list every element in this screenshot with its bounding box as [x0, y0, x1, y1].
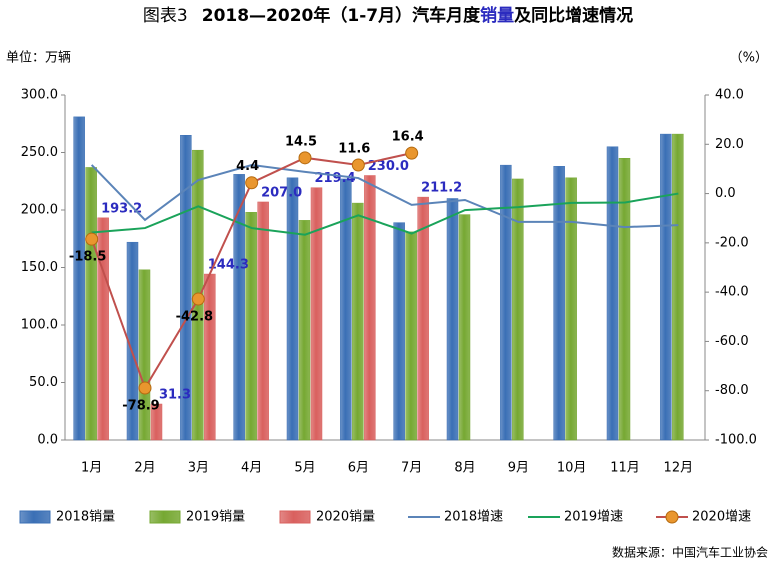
- y2-tick-label: -100.0: [715, 433, 757, 448]
- y2-tick-label: 0.0: [715, 186, 736, 201]
- x-tick-label: 8月: [454, 461, 475, 476]
- bar: [73, 116, 85, 441]
- bar: [500, 164, 512, 441]
- line: [91, 192, 679, 236]
- title-part: 及同比增速情况: [514, 5, 633, 26]
- marker: [351, 158, 365, 172]
- bar: [417, 196, 429, 441]
- bar: [340, 178, 352, 441]
- bar: [204, 273, 216, 441]
- bar: [606, 146, 619, 441]
- y-tick-label: 100.0: [21, 318, 58, 333]
- data-label: 193.2: [101, 201, 142, 216]
- data-label: 144.3: [208, 258, 249, 273]
- data-label: 14.5: [285, 134, 317, 149]
- y2-tick-label: -80.0: [715, 383, 749, 398]
- legend-label: 2018增速: [444, 510, 503, 525]
- data-label: 11.6: [338, 141, 370, 156]
- x-tick-label: 2月: [134, 461, 155, 476]
- x-tick-label: 12月: [664, 461, 694, 476]
- legend-swatch: [149, 510, 181, 524]
- bar: [233, 174, 245, 441]
- marker: [405, 146, 419, 160]
- data-label: 16.4: [392, 130, 424, 145]
- data-label: 211.2: [421, 181, 462, 196]
- x-tick-label: 7月: [401, 461, 422, 476]
- y-tick-label: 200.0: [21, 203, 58, 218]
- chart-title: 图表3 2018—2020年（1-7月）汽车月度销量及同比增速情况: [143, 5, 633, 26]
- legend-label: 2018销量: [56, 510, 115, 525]
- data-label: 230.0: [368, 159, 409, 174]
- bar: [660, 133, 672, 441]
- bar: [150, 403, 163, 441]
- bar: [458, 214, 471, 441]
- bar: [405, 231, 417, 441]
- bar: [257, 201, 269, 441]
- bar: [298, 220, 311, 441]
- x-tick-label: 1月: [81, 461, 102, 476]
- y-tick-label: 150.0: [21, 260, 58, 275]
- legend-marker: [665, 510, 679, 524]
- data-label: -18.5: [69, 250, 106, 265]
- marker: [138, 381, 152, 395]
- bar: [553, 166, 565, 441]
- bar: [286, 177, 299, 441]
- bar: [180, 135, 192, 441]
- legend-label: 2020增速: [692, 510, 751, 525]
- x-tick-label: 5月: [294, 461, 315, 476]
- bar: [672, 133, 684, 441]
- marker: [298, 151, 312, 165]
- y-tick-label: 50.0: [29, 375, 58, 390]
- data-label: 4.4: [236, 159, 259, 174]
- legend-swatch: [279, 510, 311, 524]
- legend-label: 2019销量: [186, 510, 245, 525]
- bar: [393, 222, 405, 441]
- bar: [618, 158, 631, 441]
- bar: [512, 178, 524, 441]
- x-tick-label: 10月: [557, 461, 587, 476]
- bar: [352, 202, 364, 441]
- title-part: 图表3: [143, 6, 188, 26]
- bar: [364, 175, 376, 441]
- legend-swatch: [19, 510, 51, 524]
- bar: [565, 177, 577, 441]
- y-tick-label: 300.0: [21, 88, 58, 103]
- data-label: -42.8: [176, 310, 213, 325]
- bar: [97, 217, 109, 441]
- y2-axis-label: （%）: [730, 51, 768, 66]
- x-tick-label: 4月: [241, 461, 262, 476]
- bar: [446, 198, 459, 441]
- y-axis-label: 单位：万辆: [6, 51, 71, 66]
- bar: [310, 187, 323, 441]
- legend-label: 2020销量: [316, 510, 375, 525]
- line: [90, 163, 679, 229]
- bar: [126, 241, 139, 441]
- marker: [191, 292, 205, 306]
- y-tick-label: 250.0: [21, 145, 58, 160]
- bar: [138, 269, 151, 441]
- y2-tick-label: 40.0: [715, 88, 744, 103]
- bar: [245, 212, 257, 441]
- data-label: 31.3: [159, 388, 191, 403]
- marker: [85, 232, 99, 246]
- source: 数据来源：中国汽车工业协会: [612, 545, 768, 560]
- data-label: 207.0: [261, 185, 302, 200]
- title-part: 2018—2020年（1-7月）汽车月度: [202, 5, 481, 26]
- y2-tick-label: 20.0: [715, 137, 744, 152]
- data-label: -78.9: [122, 399, 159, 414]
- marker: [245, 176, 259, 190]
- y-tick-label: 0.0: [37, 433, 58, 448]
- legend-label: 2019增速: [564, 510, 623, 525]
- y2-tick-label: -60.0: [715, 334, 749, 349]
- x-tick-label: 11月: [610, 461, 640, 476]
- x-tick-label: 6月: [348, 461, 369, 476]
- bar: [85, 167, 97, 441]
- title-part: 销量: [480, 5, 514, 26]
- x-tick-label: 3月: [188, 461, 209, 476]
- x-tick-label: 9月: [508, 461, 529, 476]
- y2-tick-label: -20.0: [715, 235, 749, 250]
- y2-tick-label: -40.0: [715, 285, 749, 300]
